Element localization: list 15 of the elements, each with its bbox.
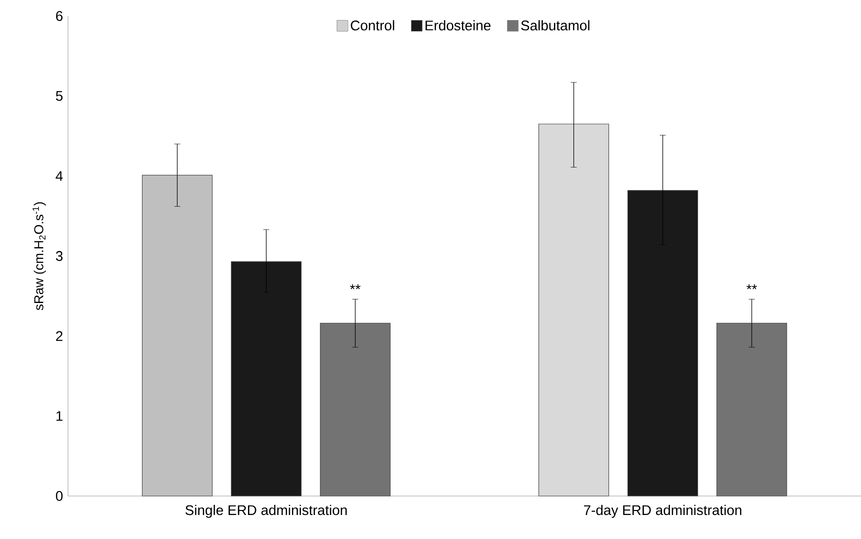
annotation: ** [746,284,757,290]
x-tick-label: Single ERD administration [185,504,347,518]
y-tick-label: 5 [56,91,63,101]
y-tick-label: 3 [56,251,63,261]
y-tick-label: 1 [56,411,62,421]
legend-label: Erdosteine [426,20,491,30]
legend-label: Control [350,20,394,30]
y-tick-label: 2 [56,331,62,341]
y-tick-label: 0 [56,491,63,501]
y-tick-label: 4 [56,171,63,181]
x-tick-label: 7-day ERD administration [584,504,742,518]
y-axis-title: sRaw (cm.H$_{2}$O.s$^{-1}$) [32,202,46,310]
annotation: ** [350,284,360,290]
legend-label: Salbutamol [521,20,590,30]
y-tick-label: 6 [56,11,63,21]
